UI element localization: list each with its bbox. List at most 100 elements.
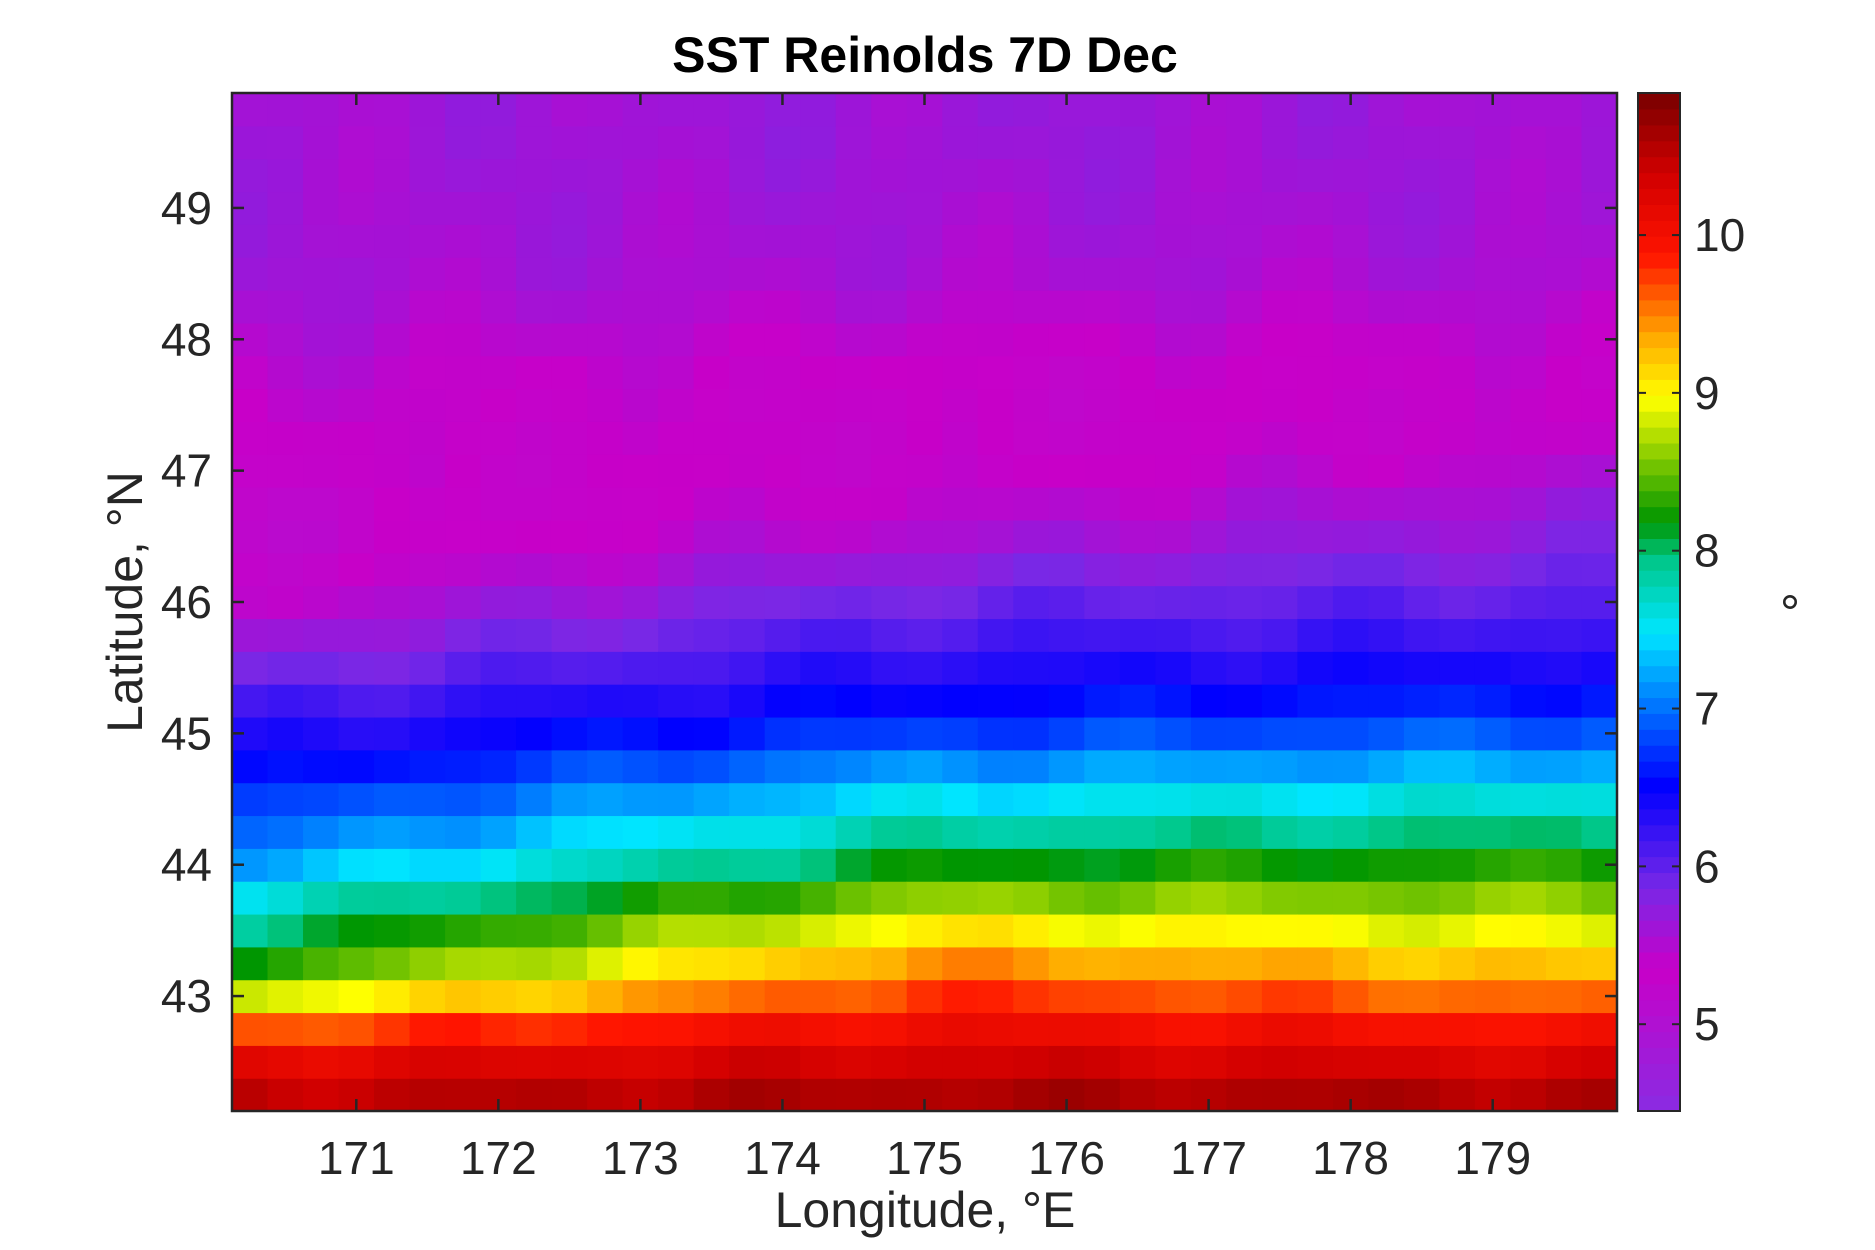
heatmap-cell — [374, 618, 411, 652]
colorbar-swatch — [1638, 172, 1680, 190]
colorbar-swatch — [1638, 713, 1680, 730]
heatmap-cell — [1261, 355, 1298, 390]
heatmap-cell — [303, 93, 340, 127]
heatmap-cell — [835, 552, 872, 587]
heatmap-cell — [1226, 191, 1263, 225]
heatmap-cell — [871, 913, 908, 948]
colorbar-swatch — [1638, 633, 1680, 651]
heatmap-cell — [516, 684, 553, 718]
heatmap-cell — [1226, 93, 1263, 127]
heatmap-cell — [693, 487, 730, 521]
heatmap-cell — [1155, 355, 1192, 390]
colorbar-swatch — [1638, 236, 1680, 253]
heatmap-cell — [977, 979, 1014, 1014]
heatmap-cell — [693, 421, 730, 455]
heatmap-cell — [1048, 421, 1085, 455]
heatmap-cell — [303, 388, 340, 422]
heatmap-cell — [267, 257, 304, 291]
heatmap-cell — [693, 355, 730, 390]
heatmap-cell — [1190, 651, 1227, 685]
heatmap-cell — [445, 290, 482, 324]
colorbar-swatch — [1638, 442, 1680, 460]
heatmap-cell — [1368, 257, 1405, 291]
heatmap-cell — [1545, 946, 1583, 981]
heatmap-cell — [1368, 815, 1405, 849]
heatmap-cell — [835, 749, 872, 784]
heatmap-cell — [1119, 585, 1156, 620]
heatmap-cell — [906, 684, 943, 718]
heatmap-cell — [1119, 421, 1156, 455]
heatmap-cell — [1332, 224, 1370, 258]
heatmap-cell — [942, 552, 979, 587]
heatmap-cell — [232, 1012, 269, 1046]
heatmap-cell — [1190, 125, 1227, 160]
heatmap-cell — [1297, 125, 1334, 160]
heatmap-cell — [658, 585, 695, 620]
heatmap-cell — [729, 487, 766, 521]
heatmap-cell — [1510, 585, 1547, 620]
heatmap-cell — [409, 848, 446, 882]
colorbar-swatch — [1638, 776, 1680, 794]
heatmap-cell — [1439, 585, 1476, 620]
heatmap-cell — [764, 782, 801, 817]
heatmap-cell — [587, 355, 624, 390]
heatmap-cell — [374, 519, 411, 554]
heatmap-cell — [764, 749, 801, 784]
heatmap-cell — [480, 881, 517, 915]
heatmap-cell — [729, 1078, 766, 1112]
heatmap-cell — [551, 290, 588, 324]
heatmap-cell — [409, 519, 446, 554]
heatmap-cell — [658, 454, 695, 488]
heatmap-cell — [1545, 618, 1583, 652]
heatmap-cell — [1226, 454, 1263, 488]
heatmap-cell — [1048, 191, 1085, 225]
heatmap-cell — [1261, 815, 1298, 849]
heatmap-cell — [1013, 224, 1050, 258]
heatmap-cell — [1155, 848, 1192, 882]
heatmap-cell — [303, 749, 340, 784]
heatmap-cell — [303, 618, 340, 652]
colorbar-swatch — [1638, 872, 1680, 889]
heatmap-cell — [1474, 716, 1512, 751]
heatmap-cell — [1439, 749, 1476, 784]
heatmap-cell — [1013, 322, 1050, 357]
heatmap-cell — [267, 716, 304, 751]
heatmap-cell — [871, 224, 908, 258]
heatmap-cell — [480, 191, 517, 225]
heatmap-cell — [1261, 684, 1298, 718]
heatmap-cell — [906, 519, 943, 554]
colorbar-swatch — [1638, 411, 1680, 428]
heatmap-cell — [1190, 257, 1227, 291]
heatmap-cell — [338, 388, 375, 422]
heatmap-cell — [906, 618, 943, 652]
heatmap-cell — [1261, 913, 1298, 948]
heatmap-cell — [1403, 355, 1441, 390]
heatmap-cell — [338, 618, 375, 652]
heatmap-cell — [1013, 421, 1050, 455]
heatmap-cell — [1332, 1012, 1370, 1046]
heatmap-cell — [835, 454, 872, 488]
heatmap-cell — [835, 1012, 872, 1046]
heatmap-cell — [835, 93, 872, 127]
heatmap-cell — [1190, 191, 1227, 225]
heatmap-cell — [1510, 848, 1547, 882]
heatmap-cell — [409, 355, 446, 390]
heatmap-cell — [480, 290, 517, 324]
heatmap-cell — [1368, 1045, 1405, 1079]
heatmap-cell — [480, 257, 517, 291]
heatmap-cell — [1297, 979, 1334, 1014]
heatmap-cell — [1403, 1078, 1441, 1112]
heatmap-cell — [551, 454, 588, 488]
heatmap-cell — [871, 946, 908, 981]
heatmap-cell — [658, 421, 695, 455]
heatmap-cell — [835, 651, 872, 685]
heatmap-cell — [232, 881, 269, 915]
heatmap-cell — [1261, 125, 1298, 160]
heatmap-cell — [1013, 93, 1050, 127]
heatmap-cell — [1084, 388, 1121, 422]
heatmap-cell — [906, 158, 943, 193]
heatmap-cell — [587, 749, 624, 784]
heatmap-cell — [445, 257, 482, 291]
heatmap-cell — [1581, 421, 1618, 455]
heatmap-cell — [1013, 191, 1050, 225]
